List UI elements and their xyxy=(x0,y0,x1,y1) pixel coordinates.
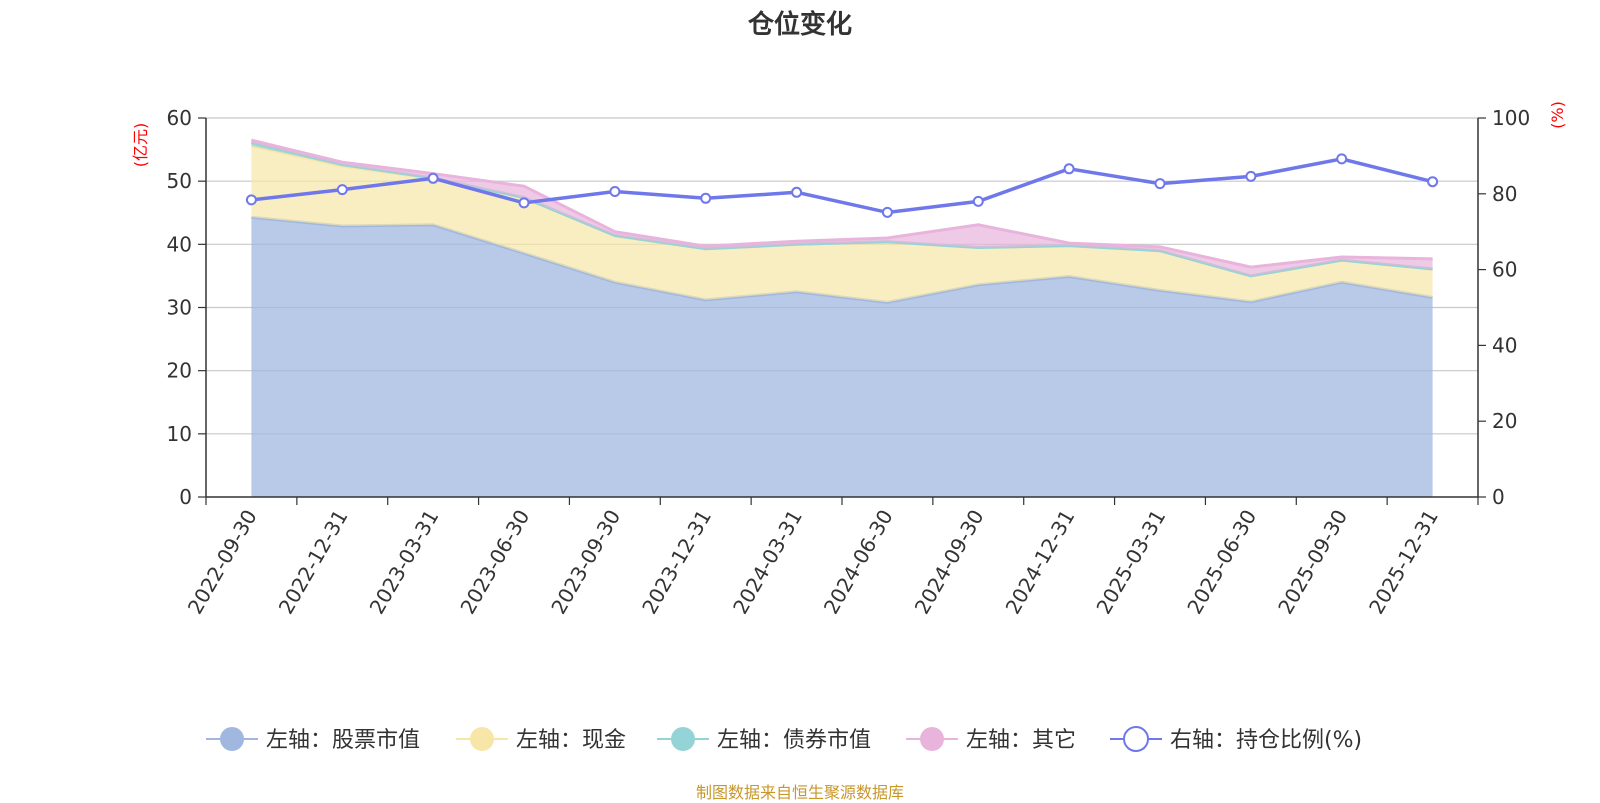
x-axis-tick-label: 2023-12-31 xyxy=(637,506,716,619)
ratio-line xyxy=(251,157,1434,215)
ratio-point xyxy=(427,172,439,184)
right-axis-tick-label: 60 xyxy=(1492,258,1517,282)
right-axis-tick-label: 0 xyxy=(1492,485,1505,509)
ratio-point xyxy=(972,195,984,207)
left-axis-tick-label: 30 xyxy=(167,296,192,320)
x-axis-tick-label: 2023-06-30 xyxy=(455,506,534,619)
legend-label: 左轴：债券市值 xyxy=(717,728,871,753)
left-axis-tick-label: 40 xyxy=(167,232,192,256)
legend-item-2: 左轴：现金 xyxy=(456,727,626,753)
x-axis-tick-label: 2025-06-30 xyxy=(1182,506,1261,619)
chart-title: 仓位变化 xyxy=(747,10,852,40)
legend-label: 左轴：股票市值 xyxy=(266,728,420,753)
legend-item-5: 右轴：持仓比例(%) xyxy=(1110,726,1362,753)
right-axis-name: (%) xyxy=(1548,101,1567,129)
legend-circle-icon xyxy=(671,727,695,751)
left-axis-tick-label: 50 xyxy=(167,169,192,193)
ratio-point xyxy=(791,186,803,198)
x-axis-tick-label: 2025-03-31 xyxy=(1091,506,1170,619)
legend-circle-icon xyxy=(1123,726,1149,752)
ratio-point xyxy=(609,186,621,197)
legend-item-1: 左轴：股票市值 xyxy=(206,727,420,753)
right-axis-tick-label: 40 xyxy=(1492,333,1517,357)
ratio-point xyxy=(1154,178,1166,190)
right-axis-tick-label: 80 xyxy=(1492,182,1517,206)
ratio-point xyxy=(1336,153,1348,165)
right-axis-tick-label: 20 xyxy=(1492,409,1517,433)
x-axis-tick-label: 2023-09-30 xyxy=(546,506,625,619)
legend-circle-icon xyxy=(220,727,244,751)
line-series-layer xyxy=(245,153,1439,218)
x-axis-tick-label: 2023-03-31 xyxy=(365,506,444,619)
x-axis-tick-label: 2024-06-30 xyxy=(819,506,898,619)
legend-circle-icon xyxy=(920,727,944,751)
ratio-point xyxy=(245,194,257,206)
x-axis-tick-label: 2024-12-31 xyxy=(1001,506,1080,619)
x-axis-tick-label: 2024-03-31 xyxy=(728,506,807,619)
legend: 左轴：股票市值 左轴：现金 左轴：债券市值 左轴：其它 右轴：持仓比例(%) xyxy=(206,726,1362,753)
legend-item-4: 左轴：其它 xyxy=(906,727,1076,753)
legend-item-3: 左轴：债券市值 xyxy=(657,727,871,753)
ratio-point xyxy=(1063,163,1075,175)
x-axis-tick-label: 2022-09-30 xyxy=(183,506,262,619)
left-axis-name: (亿元) xyxy=(131,123,150,168)
ratio-point xyxy=(1427,176,1439,188)
left-axis-tick-label: 60 xyxy=(167,106,192,130)
area-series-layer xyxy=(251,138,1433,497)
x-axis-tick-label: 2022-12-31 xyxy=(274,506,353,619)
x-axis-tick-label: 2024-09-30 xyxy=(910,506,989,619)
left-axis-tick-label: 0 xyxy=(179,485,192,509)
legend-label: 右轴：持仓比例(%) xyxy=(1170,728,1362,753)
ratio-point xyxy=(518,197,530,209)
area-series-4 xyxy=(251,140,1433,276)
right-axis-tick-label: 100 xyxy=(1492,106,1530,130)
x-axis-tick-label: 2025-12-31 xyxy=(1364,506,1443,619)
ratio-point xyxy=(1245,170,1257,182)
ratio-point xyxy=(881,206,893,218)
area-series-4-edge xyxy=(251,138,1433,269)
source-note: 制图数据来自恒生聚源数据库 xyxy=(695,783,904,802)
area-series-2 xyxy=(251,145,1433,303)
x-axis-tick-label: 2025-09-30 xyxy=(1273,506,1352,619)
ratio-point xyxy=(700,192,712,204)
left-axis-tick-label: 20 xyxy=(167,359,192,383)
legend-label: 左轴：现金 xyxy=(516,728,626,753)
ratio-point xyxy=(336,184,348,196)
legend-label: 左轴：其它 xyxy=(966,728,1076,753)
legend-circle-icon xyxy=(470,727,494,751)
left-axis-tick-label: 10 xyxy=(167,422,192,446)
